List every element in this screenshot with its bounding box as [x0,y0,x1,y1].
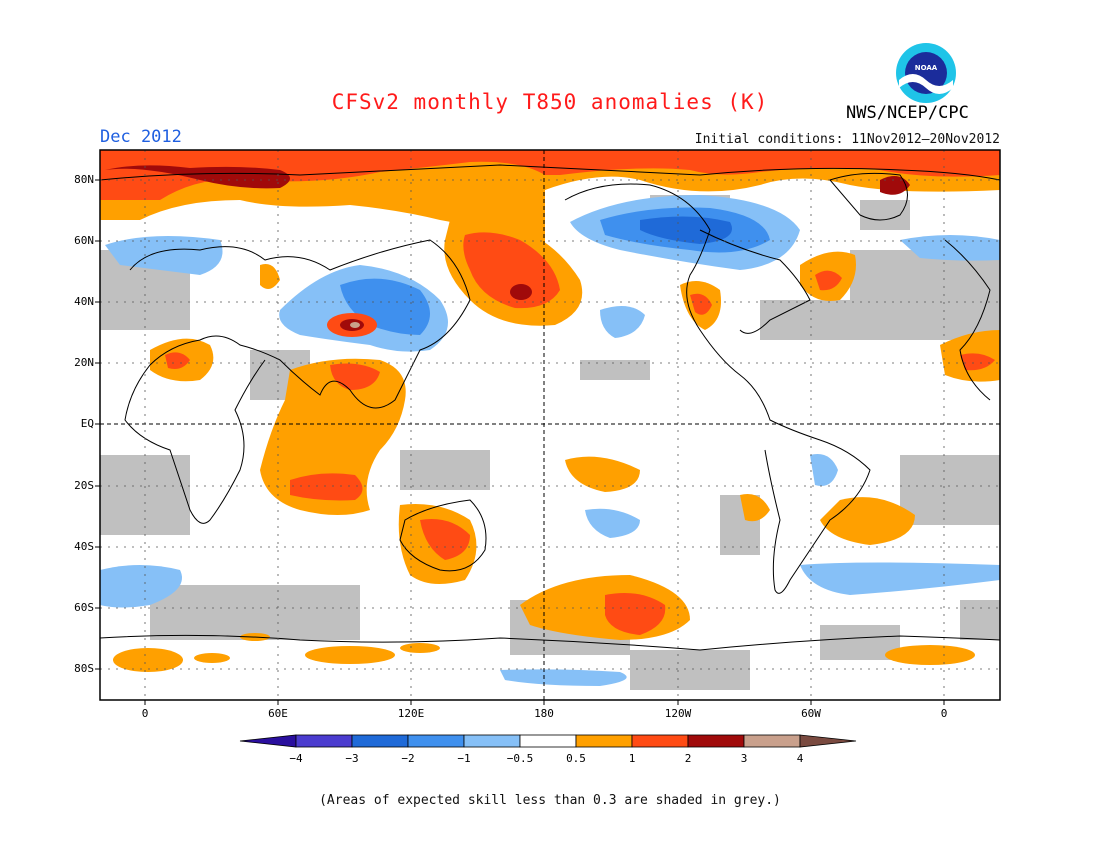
colorbar-swatch-6 [575,734,633,748]
lat-label-20s: 20S [74,479,94,492]
colorbar-swatch-5 [519,734,577,748]
colorbar-label: 0.5 [566,752,586,765]
colorbar-label: −4 [289,752,303,765]
chart-title: CFSv2 monthly T850 anomalies (K) [331,90,769,114]
noaa-logo: NOAA [896,43,956,103]
colorbar [239,734,857,748]
antarctic-warm [113,633,975,672]
coastlines [100,164,1000,651]
north-pacific-warm [444,216,583,326]
lon-label-60w: 60W [801,707,821,720]
colorbar-swatch-1 [295,734,353,748]
lat-label-40s: 40S [74,540,94,553]
colorbar-swatch-9 [743,734,801,748]
lon-label-60e: 60E [268,707,288,720]
equator-and-dateline [100,150,1000,700]
colorbar-label: −0.5 [506,752,534,765]
forecast-month: Dec 2012 [100,127,182,147]
colorbar-label: 3 [740,752,748,765]
lon-label-120w: 120W [664,707,692,720]
lon-label-0: 0 [141,707,149,720]
lat-label-60s: 60S [74,601,94,614]
colorbar-label: −3 [345,752,359,765]
lat-label-80s: 80S [74,662,94,675]
southern-cold-areas [100,454,1000,686]
colorbar-swatch-3 [407,734,465,748]
colorbar-label: −1 [457,752,471,765]
lat-label-20n: 20N [74,356,94,369]
map-frame [99,149,1001,701]
colorbar-swatch-7 [631,734,689,748]
colorbar-label: −2 [401,752,415,765]
tropical-warm-areas [150,251,1000,584]
graticule [100,150,1000,700]
arctic-warm-band [100,150,1000,260]
north-cold-areas [105,195,1000,352]
lon-label-0-east: 0 [940,707,948,720]
colorbar-label: 1 [628,752,636,765]
colorbar-swatch-8 [687,734,745,748]
colorbar-swatch-10 [799,734,857,748]
initial-conditions: Initial conditions: 11Nov2012–20Nov2012 [694,132,1000,147]
lon-label-180: 180 [534,707,554,720]
lat-label-60n: 60N [74,234,94,247]
colorbar-swatch-2 [351,734,409,748]
south-pacific-warm [520,575,690,640]
skill-note: (Areas of expected skill less than 0.3 a… [319,793,781,808]
lat-label-eq: EQ [80,417,94,430]
lat-label-80n: 80N [74,173,94,186]
colorbar-swatch-4 [463,734,521,748]
colorbar-label: 4 [796,752,804,765]
asia-warm-spot [327,313,377,337]
lon-label-120e: 120E [397,707,425,720]
logo-text: NOAA [915,64,938,72]
agency-label: NWS/NCEP/CPC [846,103,969,123]
colorbar-label: 2 [684,752,692,765]
colorbar-swatch-0 [239,734,297,748]
lat-label-40n: 40N [74,295,94,308]
